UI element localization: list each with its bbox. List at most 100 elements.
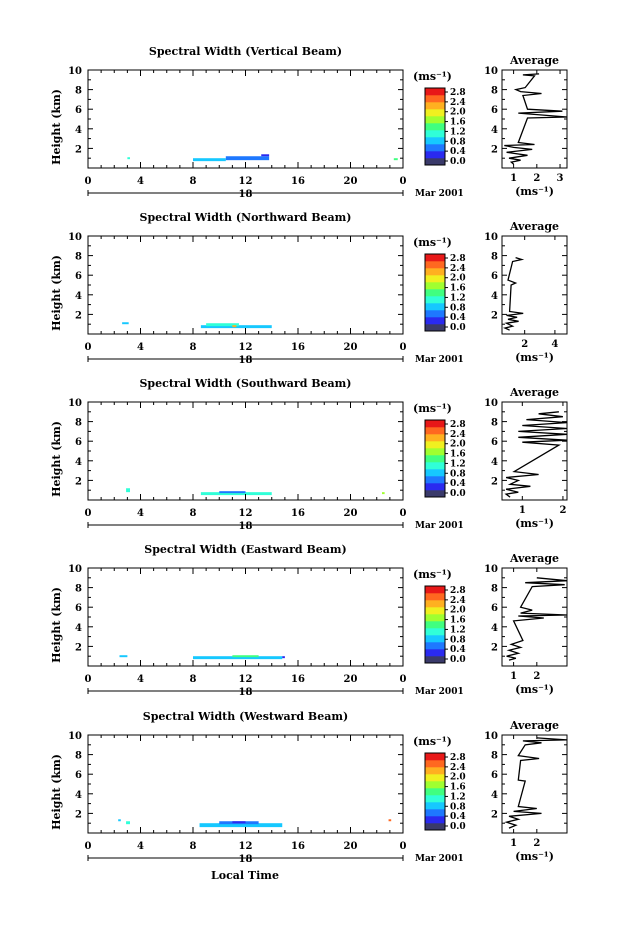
avg-x-tick-label: 2 (533, 173, 540, 184)
plot-frame (87, 69, 404, 169)
average-unit: (ms⁻¹) (515, 683, 554, 696)
colorbar-segment (425, 420, 445, 428)
colorbar-segment (425, 469, 445, 477)
panel-title: Spectral Width (Vertical Beam) (149, 45, 342, 58)
average-profile-line (506, 577, 568, 661)
heat-cell-0 (118, 819, 121, 822)
y-tick-label: 6 (75, 105, 82, 116)
x-tick-label: 4 (137, 841, 144, 852)
x-tick-label: 0 (400, 508, 407, 519)
colorbar-frame (424, 419, 446, 498)
colorbar-tick-label: 0.4 (450, 645, 466, 655)
average-profile-line (504, 411, 568, 498)
colorbar-segment (425, 151, 445, 159)
heat-cell-1 (193, 656, 283, 660)
y-tick-label: 2 (75, 144, 82, 155)
y-tick-label: 8 (75, 252, 82, 263)
colorbar-segment (425, 753, 445, 761)
colorbar-tick-label: 2.0 (450, 606, 466, 616)
panel-3: Spectral Width (Southward Beam) Height (k… (50, 377, 568, 532)
avg-y-tick-label: 6 (491, 437, 498, 448)
colorbar-tick-label: 0.8 (450, 802, 466, 812)
colorbar-segment (425, 441, 445, 449)
colorbar-segment (425, 434, 445, 442)
y-tick-label: 2 (75, 642, 82, 653)
x-tick-label: 4 (137, 508, 144, 519)
colorbar-segment (425, 427, 445, 435)
colorbar-tick-label: 0.4 (450, 313, 466, 323)
colorbar-segment (425, 317, 445, 325)
colorbar-segment (425, 275, 445, 283)
average-title: Average (509, 54, 559, 67)
colorbar-tick-label: 1.2 (450, 792, 466, 802)
colorbar-tick-label: 1.2 (450, 625, 466, 635)
colorbar-tick-label: 1.2 (450, 127, 466, 137)
colorbar-segment (425, 600, 445, 608)
x-tick-label: 0 (85, 342, 92, 353)
heat-cell-0 (122, 322, 129, 325)
average-profile-line (504, 737, 568, 829)
x-tick-label: 12 (239, 342, 253, 353)
colorbar-segment (425, 289, 445, 297)
avg-y-tick-label: 2 (491, 144, 498, 155)
y-tick-label: 4 (75, 291, 82, 302)
avg-y-tick-label: 8 (491, 584, 498, 595)
day-label: 18 (239, 687, 253, 698)
avg-y-tick-label: 10 (484, 232, 498, 243)
colorbar-segment (425, 254, 445, 262)
colorbar-segment (425, 760, 445, 768)
avg-y-tick-label: 6 (491, 603, 498, 614)
avg-x-tick-label: 1 (510, 671, 517, 682)
avg-x-tick-label: 3 (557, 173, 564, 184)
colorbar-segment (425, 774, 445, 782)
colorbar-tick-label: 1.6 (450, 616, 466, 626)
colorbar-tick-label: 0.0 (450, 157, 466, 167)
y-tick-label: 6 (75, 770, 82, 781)
avg-x-tick-label: 1 (519, 505, 526, 516)
colorbar-tick-label: 0.4 (450, 147, 466, 157)
colorbar-tick-label: 1.6 (450, 783, 466, 793)
colorbar-segment (425, 448, 445, 456)
x-tick-label: 8 (190, 841, 197, 852)
x-tick-label: 16 (291, 342, 305, 353)
day-label: 18 (239, 521, 253, 532)
heat-cell-1 (126, 821, 130, 825)
heat-cell-1 (193, 158, 226, 162)
colorbar-segment (425, 116, 445, 124)
heat-cell-3 (382, 492, 385, 495)
panel-5: Spectral Width (Westward Beam) Height (km… (50, 710, 568, 865)
colorbar-tick-label: 0.8 (450, 137, 466, 147)
y-axis-label: Height (km) (50, 421, 63, 497)
x-tick-label: 20 (344, 674, 358, 685)
avg-y-tick-label: 2 (491, 809, 498, 820)
y-tick-label: 2 (75, 310, 82, 321)
colorbar-tick-label: 2.4 (450, 98, 466, 108)
colorbar-tick-label: 0.8 (450, 635, 466, 645)
colorbar-segment (425, 635, 445, 643)
heat-cell-2 (199, 823, 283, 828)
colorbar-tick-label: 0.8 (450, 303, 466, 313)
heat-cell-2 (206, 323, 239, 327)
day-label: 18 (239, 189, 253, 200)
date-label: Mar 2001 (415, 521, 464, 531)
colorbar-segment (425, 158, 445, 166)
y-tick-label: 8 (75, 418, 82, 429)
colorbar-tick-label: 0.0 (450, 489, 466, 499)
y-tick-label: 2 (75, 476, 82, 487)
avg-y-tick-label: 4 (491, 623, 498, 634)
colorbar-segment (425, 268, 445, 276)
colorbar-segment (425, 123, 445, 131)
x-tick-label: 16 (291, 508, 305, 519)
colorbar-frame (424, 585, 446, 664)
avg-y-tick-label: 6 (491, 271, 498, 282)
colorbar-segment (425, 809, 445, 817)
avg-y-tick-label: 4 (491, 457, 498, 468)
y-tick-label: 10 (68, 232, 82, 243)
panel-title: Spectral Width (Eastward Beam) (144, 543, 346, 556)
x-tick-label: 0 (85, 841, 92, 852)
avg-x-tick-label: 1 (510, 173, 517, 184)
y-tick-label: 10 (68, 398, 82, 409)
y-tick-label: 4 (75, 623, 82, 634)
colorbar-tick-label: 1.2 (450, 459, 466, 469)
